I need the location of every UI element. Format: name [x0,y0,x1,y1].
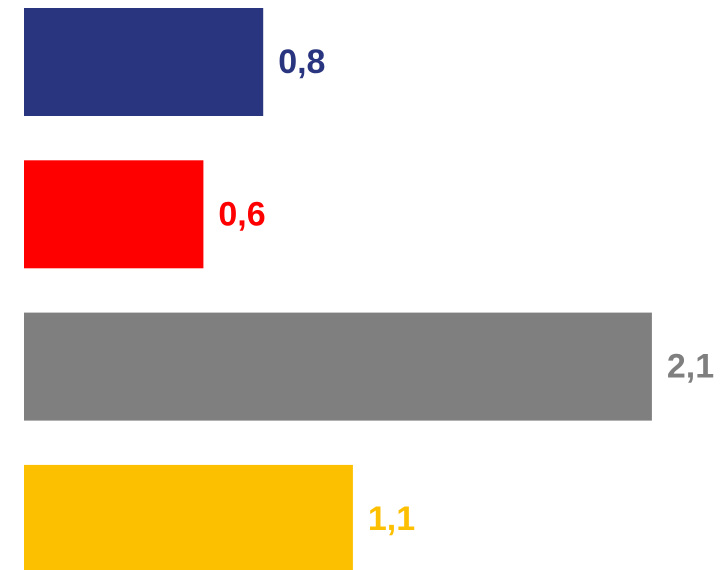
bar [24,160,204,269]
value-label: 0,6 [218,195,265,233]
value-label: 0,8 [278,43,325,81]
bar [24,312,652,421]
value-label: 1,1 [368,500,415,538]
bar [24,464,353,570]
bar [24,8,264,116]
value-label: 2,1 [667,348,714,386]
